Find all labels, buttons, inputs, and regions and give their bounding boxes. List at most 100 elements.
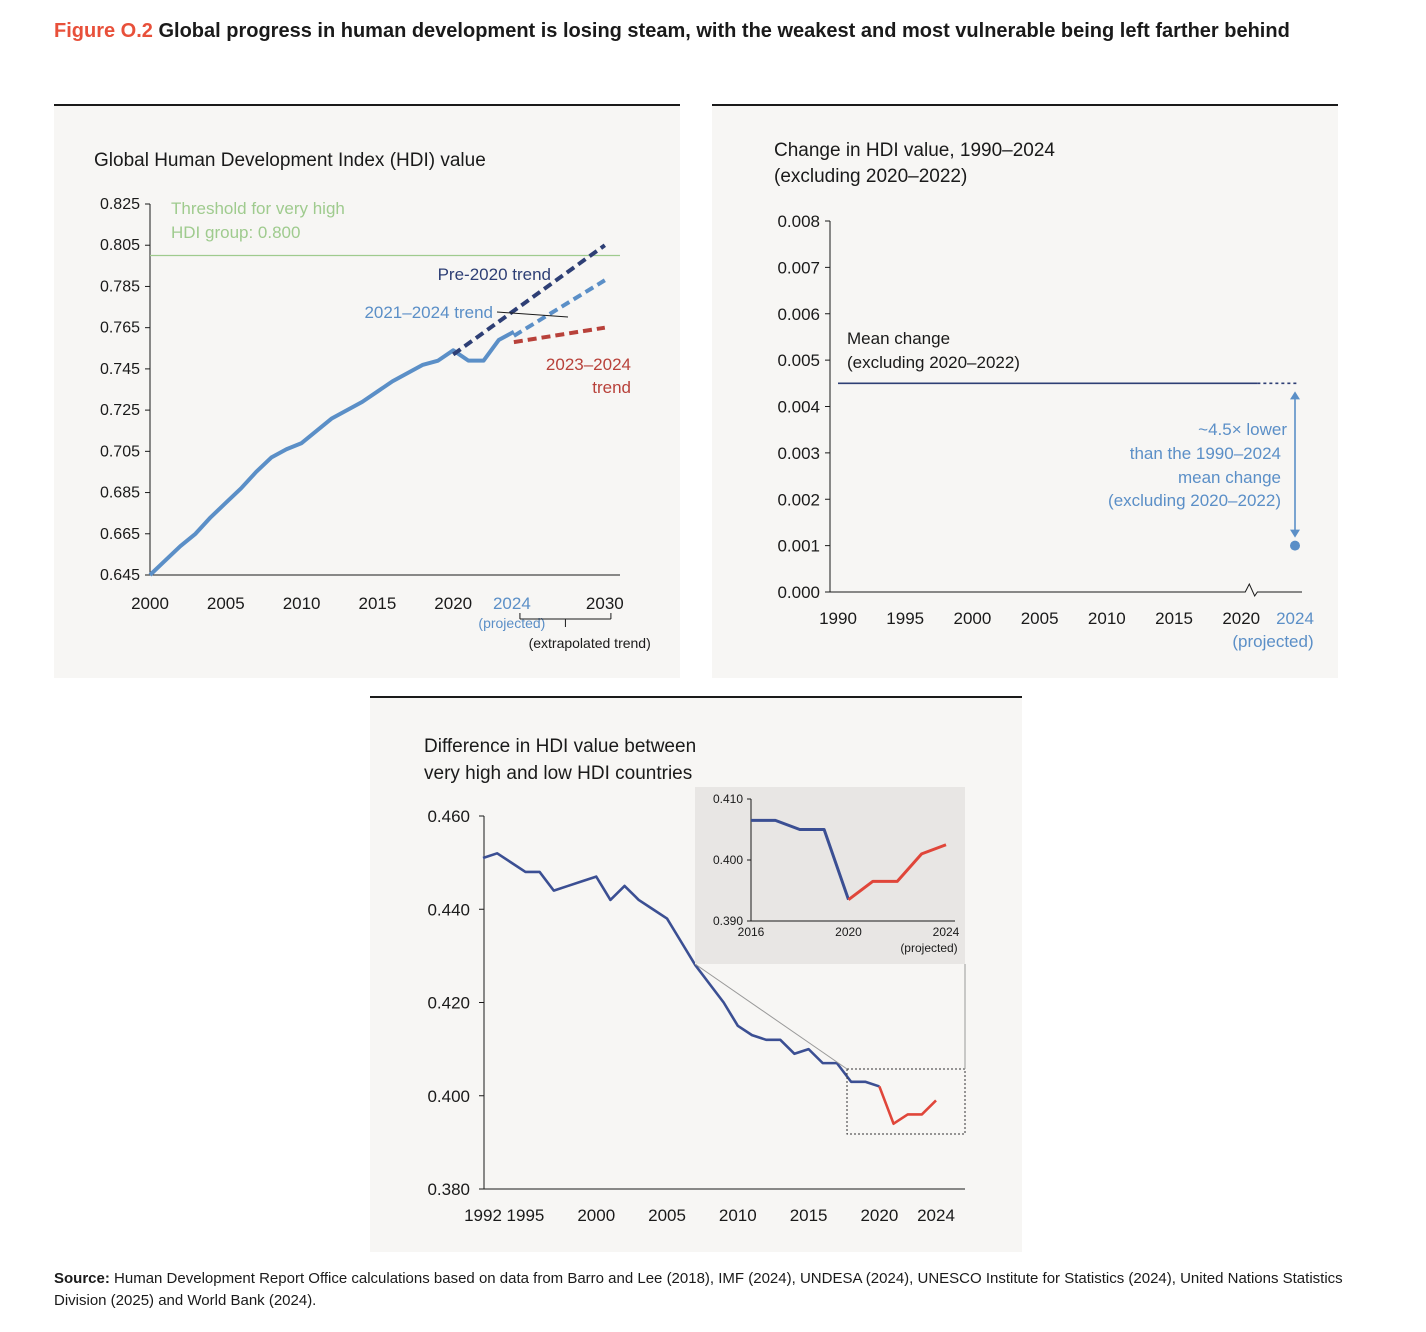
inset-x-tick-label: 2016 [738,925,765,939]
chart-title-line1: Change in HDI value, 1990–2024 [774,140,1055,161]
figure-title: Figure O.2 Global progress in human deve… [54,14,1354,48]
y-tick-label: 0.400 [427,1087,470,1106]
annotation-line: ~4.5× lower [1198,420,1287,439]
x-tick-label: 2015 [790,1206,828,1225]
arrow-head-up [1290,391,1300,400]
zoom-region-box [846,1068,966,1135]
inset-series-line [751,818,850,901]
trend-2021-2024-line [512,278,606,338]
chart-hdi-gap: Difference in HDI value between very high… [424,736,966,1225]
x-tick-label: 1990 [819,609,857,628]
y-tick-label: 0.665 [100,526,140,543]
trend-label-2023-2024-line1: 2023–2024 [546,355,631,374]
y-tick-label: 0.420 [427,994,470,1013]
y-tick-label: 0.000 [777,583,820,602]
y-tick-label: 0.785 [100,278,140,295]
inset-y-tick-label: 0.400 [713,853,743,867]
y-tick-label: 0.765 [100,320,140,337]
gap-series-line [482,852,880,1088]
x-tick-label: 2005 [1021,609,1059,628]
y-tick-label: 0.825 [100,196,140,213]
y-tick-label: 0.440 [427,900,470,919]
y-tick-label: 0.725 [100,402,140,419]
y-tick-label: 0.645 [100,567,140,584]
trend-label-2023-2024-line2: trend [592,378,631,397]
panel-hdi-gap: Difference in HDI value between very high… [370,696,1022,1252]
x-tick-label: 2000 [577,1206,615,1225]
annotation-line: (excluding 2020–2022) [1108,491,1281,510]
inset-x-note: (projected) [900,941,957,955]
chart-global-hdi: Global Human Development Index (HDI) val… [94,150,651,651]
threshold-label-line2: HDI group: 0.800 [171,223,300,242]
x-tick-label: 2030 [586,594,624,613]
figure-title-text: Global progress in human development is … [158,20,1290,42]
x-tick-label-projected: 2024 [493,594,531,613]
inset-background [695,787,965,964]
panel-hdi-change: Change in HDI value, 1990–2024 (excluding… [712,104,1338,678]
trend-pre-2020-line [452,243,607,357]
gap-series-projected-line [878,1085,937,1126]
source-note: Source: Human Development Report Office … [54,1268,1344,1312]
source-label: Source: [54,1270,110,1287]
zoom-connector-left [694,963,848,1070]
figure-label: Figure O.2 [54,20,153,42]
source-text: Human Development Report Office calculat… [54,1270,1343,1309]
x-tick-label: 2015 [359,594,397,613]
y-tick-label: 0.745 [100,361,140,378]
x-tick-label: 1995 [507,1206,545,1225]
x-projected-note: (projected) [478,615,545,631]
inset-x-tick-label: 2020 [835,925,862,939]
hdi-series-line [148,330,515,577]
inset-y-tick-label: 0.410 [713,792,743,806]
mean-change-label-line2: (excluding 2020–2022) [847,353,1020,372]
x-tick-label: 2010 [283,594,321,613]
x-extrapolated-note: (extrapolated trend) [529,635,651,651]
panel-global-hdi: Global Human Development Index (HDI) val… [54,104,680,678]
y-tick-label: 0.004 [777,398,820,417]
point-2024 [1290,540,1300,551]
trend-label-2021-2024: 2021–2024 trend [364,303,493,322]
y-tick-label: 0.002 [777,490,820,509]
x-tick-label-projected: 2024 [1276,609,1314,628]
chart-title-line2: (excluding 2020–2022) [774,166,967,187]
x-tick-label: 2020 [860,1206,898,1225]
x-tick-label: 2020 [1222,609,1260,628]
extrapolated-bracket [519,613,612,627]
x-tick-label: 1992 [464,1206,502,1225]
chart-title: Global Human Development Index (HDI) val… [94,150,486,171]
y-tick-label: 0.001 [777,537,820,556]
x-projected-note: (projected) [1232,632,1313,651]
trend-2023-2024-line [513,325,606,345]
x-tick-label: 2010 [719,1206,757,1225]
chart-title-line1: Difference in HDI value between [424,736,696,757]
annotation-line: than the 1990–2024 [1130,444,1281,463]
y-tick-label: 0.380 [427,1180,470,1199]
annotation-line: mean change [1178,468,1281,487]
y-tick-label: 0.003 [777,444,820,463]
threshold-label-line1: Threshold for very high [171,199,345,218]
x-tick-label: 1995 [886,609,924,628]
inset-series-projected-line [847,843,947,901]
x-tick-label: 2015 [1155,609,1193,628]
chart-hdi-change: Change in HDI value, 1990–2024 (excluding… [774,140,1314,651]
x-tick-label: 2010 [1088,609,1126,628]
y-tick-label: 0.007 [777,258,820,277]
inset-y-tick-label: 0.390 [713,914,743,928]
y-tick-label: 0.460 [427,807,470,826]
arrow-head-down [1290,529,1300,538]
x-tick-label: 2020 [434,594,472,613]
y-tick-label: 0.006 [777,305,820,324]
y-tick-label: 0.705 [100,443,140,460]
x-tick-label: 2005 [648,1206,686,1225]
x-tick-label: 2005 [207,594,245,613]
x-tick-label: 2000 [131,594,169,613]
x-tick-label: 2024 [917,1206,955,1225]
x-axis-with-break [830,582,1302,598]
inset-x-tick-label: 2024 [933,925,960,939]
trend-label-leader [496,311,569,318]
chart-title-line2: very high and low HDI countries [424,763,692,784]
trend-label-pre-2020: Pre-2020 trend [438,265,551,284]
y-tick-label: 0.005 [777,351,820,370]
y-tick-label: 0.685 [100,485,140,502]
y-tick-label: 0.008 [777,212,820,231]
